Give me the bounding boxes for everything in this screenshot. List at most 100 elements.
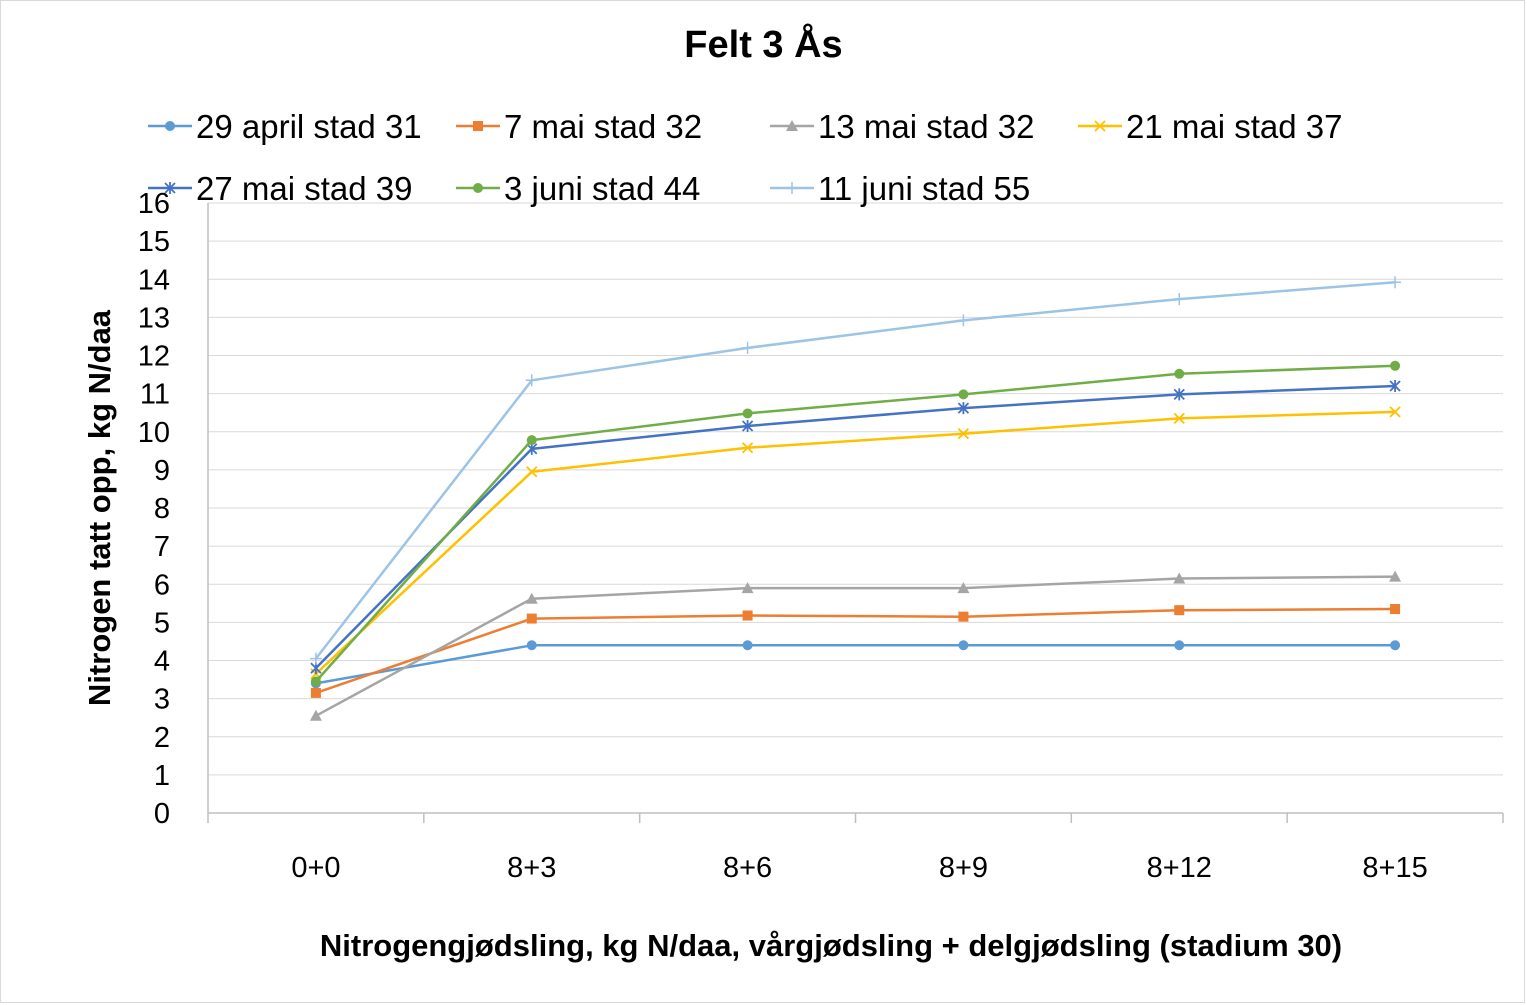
data-point — [1173, 572, 1186, 584]
data-point — [1389, 406, 1401, 418]
data-point — [1094, 120, 1106, 132]
legend-item: 29 april stad 31 — [148, 108, 422, 145]
series-3 — [309, 570, 1402, 721]
data-point — [742, 610, 753, 621]
data-point — [957, 582, 970, 594]
gridlines — [208, 202, 1503, 776]
data-point — [164, 182, 176, 194]
data-point — [957, 428, 970, 440]
y-tick-label: 9 — [154, 455, 170, 487]
legend-item: 7 mai stad 32 — [456, 108, 702, 145]
series-2 — [310, 604, 1401, 698]
data-point — [958, 640, 969, 651]
legend-label: 13 mai stad 32 — [818, 108, 1034, 145]
y-tick-label: 2 — [154, 722, 170, 754]
data-point — [1389, 570, 1402, 582]
data-point — [526, 613, 537, 624]
data-point — [1174, 368, 1185, 379]
y-tick-label: 1 — [154, 760, 170, 792]
y-tick-label: 5 — [154, 607, 170, 639]
data-point — [957, 402, 970, 415]
legend-item: 13 mai stad 32 — [770, 108, 1034, 145]
legend: 29 april stad 31 7 mai stad 32 13 mai stad… — [148, 108, 1342, 207]
legend-label: 3 juni stad 44 — [504, 170, 700, 207]
x-tick-label: 8+15 — [1362, 852, 1427, 884]
data-point — [309, 652, 322, 665]
x-tick-labels: 0+0 8+3 8+6 8+9 8+12 8+15 — [291, 852, 1427, 884]
y-tick-label: 12 — [138, 341, 170, 373]
legend-item: 27 mai stad 39 — [148, 170, 412, 207]
data-point — [786, 182, 798, 194]
series-1 — [310, 640, 1401, 689]
y-tick-label: 15 — [138, 226, 170, 258]
y-tick-label: 11 — [140, 379, 170, 411]
legend-item: 3 juni stad 44 — [456, 170, 700, 207]
y-tick-label: 16 — [138, 188, 170, 220]
data-point — [741, 341, 754, 354]
data-point — [310, 687, 321, 698]
data-point — [1390, 360, 1401, 371]
data-point — [1389, 276, 1402, 289]
data-point — [473, 183, 483, 193]
series-6 — [310, 360, 1401, 687]
series-line — [315, 410, 1396, 675]
data-point — [742, 408, 753, 419]
x-tick-label: 8+3 — [507, 852, 556, 884]
data-point — [526, 466, 538, 478]
data-point — [786, 120, 798, 131]
y-tick-label: 10 — [138, 417, 170, 449]
x-tick-label: 0+0 — [291, 852, 340, 884]
data-point — [1389, 380, 1401, 392]
data-point — [310, 676, 321, 687]
series-line — [315, 644, 1396, 685]
data-point — [1173, 388, 1185, 401]
y-tick-label: 8 — [154, 493, 170, 525]
data-point — [525, 374, 538, 387]
series-line — [314, 364, 1396, 683]
legend-label: 11 juni stad 55 — [818, 170, 1030, 207]
y-tick-label: 6 — [154, 569, 170, 601]
data-point — [1174, 640, 1185, 651]
series-7 — [309, 276, 1402, 665]
y-axis-label: Nitrogen tatt opp, kg N/daa — [82, 309, 117, 706]
y-tick-label: 13 — [138, 302, 170, 334]
series-lines — [309, 276, 1402, 721]
legend-label: 7 mai stad 32 — [504, 108, 702, 145]
data-point — [165, 121, 175, 131]
data-point — [958, 611, 969, 622]
chart-title: Felt 3 Ås — [684, 24, 843, 66]
y-tick-label: 0 — [154, 798, 170, 830]
data-point — [525, 592, 538, 604]
series-line — [315, 384, 1396, 669]
axes — [207, 203, 1504, 823]
y-tick-label: 14 — [138, 264, 170, 296]
data-point — [741, 442, 754, 454]
data-point — [741, 582, 754, 594]
data-point — [1173, 293, 1186, 306]
y-tick-label: 3 — [154, 684, 170, 716]
series-line — [315, 607, 1396, 695]
x-axis-label: Nitrogengjødsling, kg N/daa, vårgjødslin… — [320, 928, 1342, 963]
data-point — [958, 389, 969, 400]
data-point — [526, 435, 537, 446]
x-tick-label: 8+9 — [939, 852, 988, 884]
y-tick-label: 7 — [154, 531, 170, 563]
data-point — [741, 420, 754, 433]
legend-item: 21 mai stad 37 — [1078, 108, 1342, 145]
data-point — [473, 121, 483, 131]
data-point — [742, 640, 753, 651]
data-point — [309, 709, 322, 721]
data-point — [1174, 605, 1185, 616]
x-tick-label: 8+12 — [1147, 852, 1212, 884]
legend-label: 21 mai stad 37 — [1126, 108, 1342, 145]
data-point — [1390, 640, 1401, 651]
legend-label: 29 april stad 31 — [196, 108, 422, 145]
series-line — [315, 575, 1396, 717]
y-tick-label: 4 — [154, 646, 170, 678]
legend-label: 27 mai stad 39 — [196, 170, 412, 207]
series-line — [314, 281, 1396, 660]
data-point — [1390, 604, 1401, 615]
